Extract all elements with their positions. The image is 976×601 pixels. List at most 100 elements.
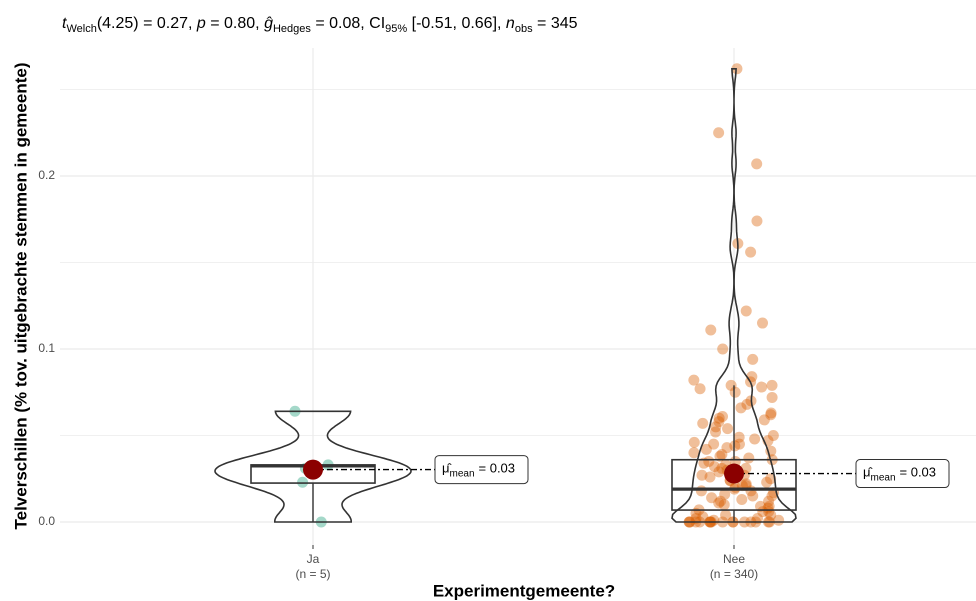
data-point (700, 443, 712, 455)
subtitle-part: p (196, 15, 206, 32)
data-point (713, 497, 725, 509)
mean-value: = 0.03 (900, 465, 937, 480)
data-point (763, 495, 775, 507)
data-point (713, 466, 725, 478)
data-point (736, 494, 748, 506)
data-point (765, 409, 777, 421)
box (671, 458, 797, 511)
data-point (695, 485, 707, 497)
mean-label-box (855, 459, 950, 489)
data-point (688, 374, 700, 386)
data-point (751, 215, 763, 227)
data-point (740, 305, 752, 317)
data-point (697, 511, 709, 523)
data-point (741, 398, 753, 410)
y-tick-label: 0.0 (38, 514, 55, 528)
subtitle-part: Welch (66, 23, 96, 35)
x-axis-title: Experimentgemeente? (433, 581, 615, 600)
data-point (717, 343, 729, 355)
data-point (703, 455, 715, 467)
violin (671, 68, 797, 523)
x-count-label: (n = 340) (710, 567, 758, 581)
data-point (756, 381, 768, 393)
subtitle-part: [-0.51, 0.66], (407, 15, 506, 32)
data-point (704, 471, 716, 483)
data-point (708, 438, 720, 450)
data-point (696, 469, 708, 481)
data-point (717, 410, 729, 422)
data-point (729, 440, 741, 452)
subtitle-part: t (62, 15, 67, 32)
data-point (710, 426, 722, 438)
data-point (767, 429, 779, 441)
data-point (757, 317, 769, 329)
y-tick-label: 0.1 (38, 341, 55, 355)
data-point (763, 506, 775, 518)
mean-symbol: μ̂ (442, 461, 452, 476)
data-point (694, 383, 706, 395)
subtitle-part: = 345 (533, 15, 578, 32)
data-point (765, 407, 777, 419)
data-point (733, 431, 745, 443)
data-point (758, 414, 770, 426)
data-point (765, 473, 777, 485)
subtitle-part: (4.25) = 0.27, (97, 15, 197, 32)
mean-point (724, 463, 744, 484)
data-point (740, 478, 752, 490)
y-axis-title: Telverschillen (% tov. uitgebrachte stem… (11, 63, 30, 530)
mean-subscript: mean (871, 472, 896, 483)
subtitle-part: = 0.80, (206, 15, 264, 32)
data-point (709, 461, 721, 473)
data-point (720, 509, 732, 521)
mean-point (303, 459, 323, 480)
data-point (718, 499, 730, 511)
data-point (762, 502, 774, 514)
data-point (708, 514, 720, 526)
data-point (716, 449, 728, 461)
data-point (766, 391, 778, 403)
data-point (713, 127, 725, 139)
data-point (766, 379, 778, 391)
data-point (710, 421, 722, 433)
data-point (747, 353, 759, 365)
mean-label: μ̂mean = 0.03 (863, 465, 936, 483)
data-point (297, 476, 309, 488)
mean-label: μ̂mean = 0.03 (442, 461, 515, 479)
data-point (773, 514, 785, 526)
data-point (697, 417, 709, 429)
data-point (715, 495, 727, 507)
mean-symbol: μ̂ (863, 465, 873, 480)
x-tick-label: Nee (723, 552, 745, 566)
data-point (735, 402, 747, 414)
data-point (688, 436, 700, 448)
chart-subtitle: tWelch(4.25) = 0.27, p = 0.80, ĝHedges =… (62, 15, 578, 35)
data-point (761, 476, 773, 488)
data-point (706, 492, 718, 504)
data-point (763, 500, 775, 512)
subtitle-part: 95% (385, 23, 407, 35)
data-point (743, 452, 755, 464)
data-point (765, 509, 777, 521)
mean-value: = 0.03 (479, 461, 516, 476)
subtitle-part: n (506, 15, 515, 32)
data-point (745, 246, 757, 258)
data-point (688, 447, 700, 459)
data-point (757, 506, 769, 518)
data-point (722, 423, 734, 435)
data-point (705, 324, 717, 336)
data-point (713, 416, 725, 428)
subtitle-part: obs (515, 23, 533, 35)
mean-subscript: mean (450, 468, 475, 479)
data-point (731, 63, 743, 75)
subtitle-part: Hedges (273, 23, 311, 35)
violin (214, 410, 412, 523)
data-point (713, 412, 725, 424)
x-tick-label: Ja (307, 552, 320, 566)
subtitle-part: = 0.08, CI (311, 15, 385, 32)
y-tick-label: 0.2 (38, 168, 55, 182)
data-point (749, 433, 761, 445)
data-point (755, 500, 767, 512)
data-point (766, 490, 778, 502)
x-count-label: (n = 5) (295, 567, 330, 581)
